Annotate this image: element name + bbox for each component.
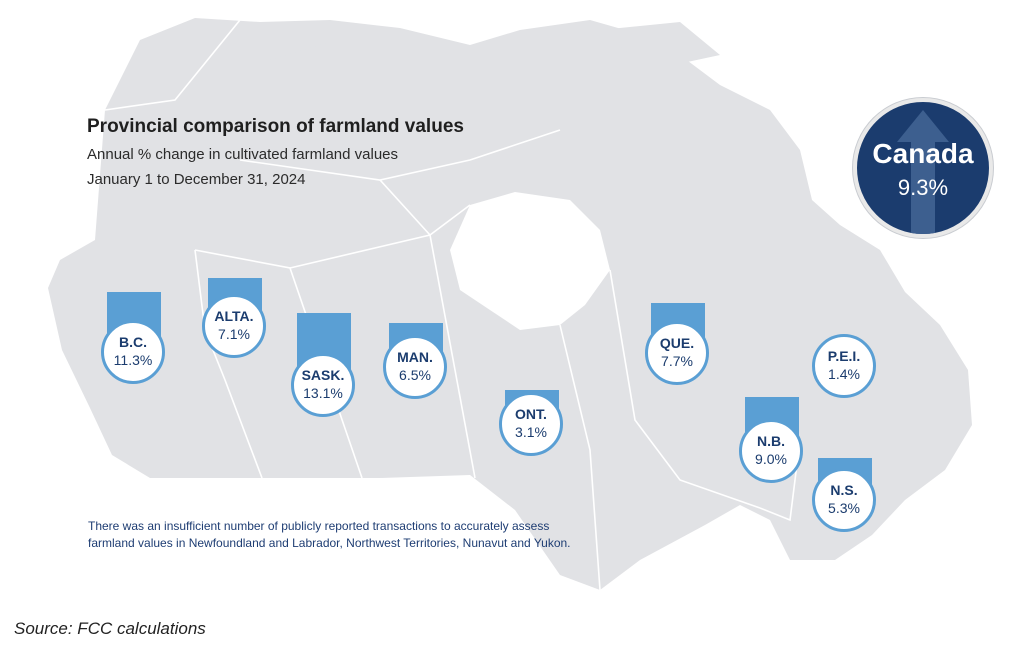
- canada-value: 9.3%: [897, 175, 949, 200]
- sask-value: 13.1%: [303, 385, 343, 401]
- hudson-bay: [450, 192, 610, 330]
- man-circle: MAN. 6.5%: [383, 335, 447, 399]
- sask-circle: SASK. 13.1%: [291, 353, 355, 417]
- canada-label: Canada: [872, 138, 974, 169]
- nb-value: 9.0%: [755, 451, 787, 467]
- ns-circle: N.S. 5.3%: [812, 468, 876, 532]
- data-note: There was an insufficient number of publ…: [88, 519, 571, 550]
- alta-name: ALTA.: [214, 308, 254, 324]
- alta-circle: ALTA. 7.1%: [202, 294, 266, 358]
- ont-circle: ONT. 3.1%: [499, 392, 563, 456]
- que-name: QUE.: [659, 335, 695, 351]
- pei-circle: P.E.I. 1.4%: [812, 334, 876, 398]
- bc-value: 11.3%: [113, 352, 153, 368]
- ns-name: N.S.: [830, 482, 858, 498]
- man-value: 6.5%: [399, 367, 431, 383]
- figure-subtitle: Annual % change in cultivated farmland v…: [87, 146, 399, 163]
- canada-national-badge: Canada 9.3%: [853, 98, 993, 238]
- sask-name: SASK.: [301, 367, 345, 383]
- que-circle: QUE. 7.7%: [645, 321, 709, 385]
- source-caption: Source: FCC calculations: [14, 619, 206, 638]
- pei-value: 1.4%: [828, 366, 860, 382]
- que-value: 7.7%: [661, 353, 693, 369]
- ont-value: 3.1%: [515, 424, 547, 440]
- ns-value: 5.3%: [828, 500, 860, 516]
- up-arrow-icon: [897, 110, 949, 234]
- pei-name: P.E.I.: [827, 348, 861, 364]
- nb-name: N.B.: [757, 433, 785, 449]
- figure-date-range: January 1 to December 31, 2024: [87, 171, 306, 188]
- man-name: MAN.: [397, 349, 433, 365]
- nb-circle: N.B. 9.0%: [739, 419, 803, 483]
- ont-name: ONT.: [515, 406, 547, 422]
- figure-title: Provincial comparison of farmland values: [87, 116, 464, 137]
- alta-value: 7.1%: [218, 326, 250, 342]
- bc-name: B.C.: [119, 334, 147, 350]
- bc-circle: B.C. 11.3%: [101, 320, 165, 384]
